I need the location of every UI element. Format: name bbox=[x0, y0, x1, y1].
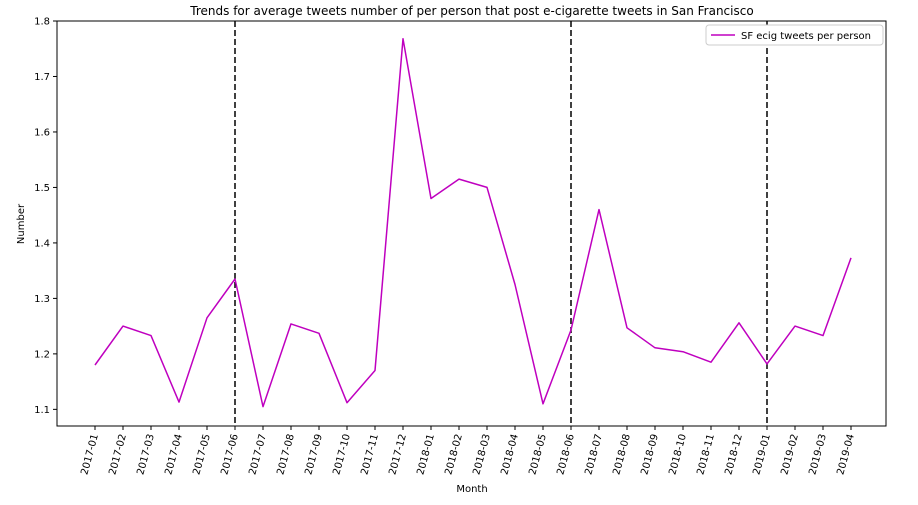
legend-label: SF ecig tweets per person bbox=[741, 31, 871, 42]
x-tick-label: 2017-12 bbox=[387, 433, 408, 476]
x-tick-label: 2017-07 bbox=[247, 433, 268, 476]
x-tick-label: 2017-06 bbox=[219, 433, 240, 476]
y-tick-label: 1.8 bbox=[34, 17, 50, 28]
x-tick-label: 2017-01 bbox=[79, 433, 100, 476]
x-tick-label: 2018-05 bbox=[527, 433, 548, 476]
x-tick-label: 2017-09 bbox=[303, 433, 324, 476]
legend-box bbox=[705, 24, 884, 46]
series-group bbox=[94, 38, 852, 408]
y-tick-label: 1.4 bbox=[34, 238, 50, 249]
x-tick-label: 2017-04 bbox=[163, 433, 184, 476]
x-tick-label: 2018-06 bbox=[555, 433, 576, 476]
x-tick-label: 2019-01 bbox=[751, 433, 772, 476]
x-tick-label: 2019-02 bbox=[779, 433, 800, 476]
x-axis: 2017-01 2017-02 2017-03 2017-04 2017-05 2017-… bbox=[79, 426, 857, 476]
x-tick-label: 2018-08 bbox=[611, 433, 632, 476]
x-tick-label: 2017-11 bbox=[359, 433, 380, 476]
y-axis-label: Number bbox=[16, 203, 27, 244]
y-tick-label: 1.3 bbox=[34, 294, 50, 305]
x-tick-label: 2017-10 bbox=[331, 433, 352, 476]
series-line bbox=[94, 38, 852, 408]
y-tick-label: 1.1 bbox=[34, 405, 50, 416]
x-tick-label: 2018-07 bbox=[583, 433, 604, 476]
x-tick-label: 2017-02 bbox=[107, 433, 128, 476]
x-tick-label: 2018-02 bbox=[443, 433, 464, 476]
x-tick-label: 2018-01 bbox=[415, 433, 436, 476]
x-tick-label: 2019-03 bbox=[807, 433, 828, 476]
x-tick-label: 2017-05 bbox=[191, 433, 212, 476]
plot-frame bbox=[56, 20, 887, 427]
x-tick-label: 2018-10 bbox=[667, 433, 688, 476]
x-tick-label: 2018-12 bbox=[723, 433, 744, 476]
y-tick-label: 1.2 bbox=[34, 349, 50, 360]
x-tick-label: 2018-09 bbox=[639, 433, 660, 476]
x-axis-label: Month bbox=[456, 484, 487, 495]
x-tick-label: 2017-08 bbox=[275, 433, 296, 476]
y-tick-label: 1.6 bbox=[34, 127, 50, 138]
legend: SF ecig tweets per person bbox=[705, 24, 884, 46]
x-tick-label: 2018-03 bbox=[471, 433, 492, 476]
event-lines bbox=[234, 21, 768, 426]
x-tick-label: 2018-11 bbox=[695, 433, 716, 476]
y-tick-label: 1.7 bbox=[34, 72, 50, 83]
x-tick-label: 2019-04 bbox=[835, 433, 856, 476]
y-tick-label: 1.5 bbox=[34, 183, 50, 194]
chart-title: Trends for average tweets number of per … bbox=[189, 4, 753, 18]
y-axis: 1.1 1.2 1.3 1.4 1.5 1.6 1.7 1.8 bbox=[34, 17, 57, 416]
x-tick-label: 2018-04 bbox=[499, 433, 520, 476]
x-tick-label: 2017-03 bbox=[135, 433, 156, 476]
